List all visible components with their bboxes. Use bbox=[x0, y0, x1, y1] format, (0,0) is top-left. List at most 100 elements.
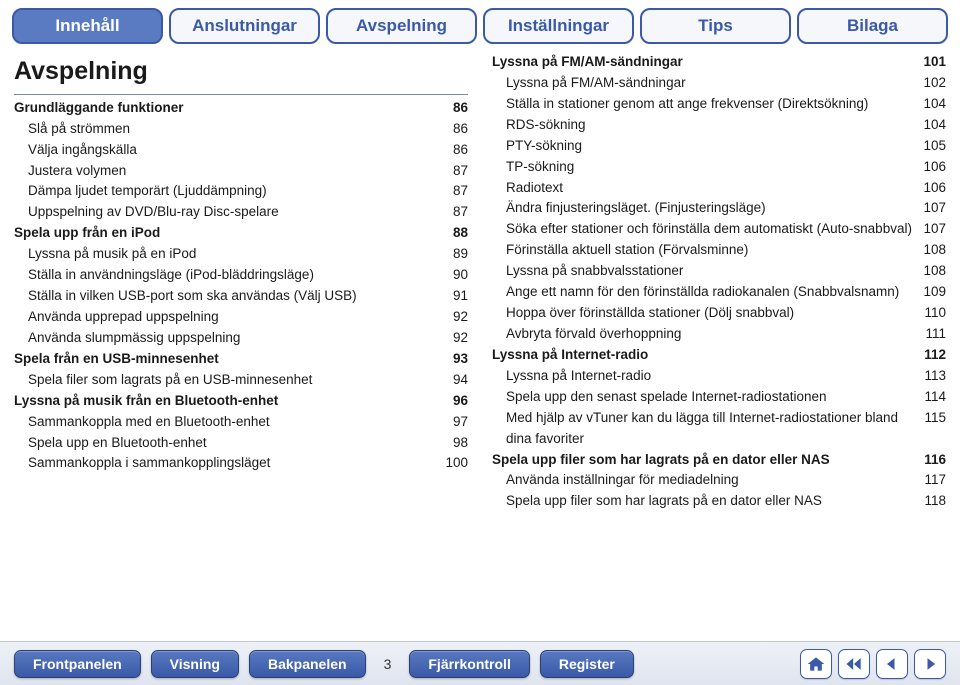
nav-icon-group bbox=[800, 649, 946, 679]
toc-page: 93 bbox=[438, 349, 468, 370]
content-area: Avspelning Grundläggande funktioner86Slå… bbox=[0, 48, 960, 512]
top-tab-1[interactable]: Anslutningar bbox=[169, 8, 320, 44]
toc-label: Spela upp filer som har lagrats på en da… bbox=[492, 491, 822, 512]
toc-row[interactable]: Söka efter stationer och förinställa dem… bbox=[492, 219, 946, 240]
toc-page: 104 bbox=[915, 115, 946, 136]
bottom-button-4[interactable]: Register bbox=[540, 650, 634, 678]
toc-row[interactable]: Ange ett namn för den förinställda radio… bbox=[492, 282, 946, 303]
toc-label: Justera volymen bbox=[14, 161, 126, 182]
toc-label: Använda slumpmässig uppspelning bbox=[14, 328, 240, 349]
divider bbox=[14, 94, 468, 95]
top-tab-0[interactable]: Innehåll bbox=[12, 8, 163, 44]
toc-page: 107 bbox=[915, 198, 946, 219]
toc-row[interactable]: Spela från en USB-minnesenhet 93 bbox=[14, 349, 468, 370]
toc-row[interactable]: Förinställa aktuell station (Förvalsminn… bbox=[492, 240, 946, 261]
toc-page: 88 bbox=[438, 223, 468, 244]
toc-label: Lyssna på FM/AM-sändningar bbox=[492, 52, 683, 73]
bottom-left-group: Frontpanelen Visning Bakpanelen bbox=[14, 650, 366, 678]
right-column: Lyssna på FM/AM-sändningar101Lyssna på F… bbox=[492, 52, 946, 512]
toc-label: TP-sökning bbox=[492, 157, 574, 178]
toc-label: Lyssna på Internet-radio bbox=[492, 345, 648, 366]
left-toc: Grundläggande funktioner86Slå på strömme… bbox=[14, 98, 468, 475]
toc-row[interactable]: Grundläggande funktioner86 bbox=[14, 98, 468, 119]
toc-row[interactable]: Radiotext106 bbox=[492, 178, 946, 199]
toc-page: 86 bbox=[438, 119, 468, 140]
toc-row[interactable]: Slå på strömmen86 bbox=[14, 119, 468, 140]
next-page-icon[interactable] bbox=[914, 649, 946, 679]
toc-label: Spela upp från en iPod bbox=[14, 223, 160, 244]
toc-label: Spela upp filer som har lagrats på en da… bbox=[492, 450, 830, 471]
toc-label: Spela filer som lagrats på en USB-minnes… bbox=[14, 370, 312, 391]
toc-row[interactable]: Ställa in stationer genom att ange frekv… bbox=[492, 94, 946, 115]
toc-row[interactable]: Uppspelning av DVD/Blu-ray Disc-spelare8… bbox=[14, 202, 468, 223]
toc-label: Lyssna på FM/AM-sändningar bbox=[492, 73, 686, 94]
home-icon[interactable] bbox=[800, 649, 832, 679]
toc-page: 100 bbox=[437, 453, 468, 474]
toc-row[interactable]: Ställa in vilken USB-port som ska använd… bbox=[14, 286, 468, 307]
toc-page: 105 bbox=[915, 136, 946, 157]
toc-row[interactable]: Spela upp en Bluetooth-enhet98 bbox=[14, 433, 468, 454]
bottom-button-3[interactable]: Fjärrkontroll bbox=[409, 650, 529, 678]
toc-row[interactable]: Spela upp den senast spelade Internet-ra… bbox=[492, 387, 946, 408]
toc-row[interactable]: Spela filer som lagrats på en USB-minnes… bbox=[14, 370, 468, 391]
toc-page: 102 bbox=[915, 73, 946, 94]
toc-row[interactable]: Lyssna på snabbvalsstationer108 bbox=[492, 261, 946, 282]
top-tab-4[interactable]: Tips bbox=[640, 8, 791, 44]
top-tab-2[interactable]: Avspelning bbox=[326, 8, 477, 44]
toc-row[interactable]: Lyssna på FM/AM-sändningar 102 bbox=[492, 73, 946, 94]
prev-page-icon[interactable] bbox=[876, 649, 908, 679]
toc-row[interactable]: Sammankoppla i sammankopplingsläget100 bbox=[14, 453, 468, 474]
toc-row[interactable]: Justera volymen 87 bbox=[14, 161, 468, 182]
toc-page: 92 bbox=[438, 307, 468, 328]
toc-label: Lyssna på musik på en iPod bbox=[14, 244, 196, 265]
top-tabs: InnehållAnslutningarAvspelningInställnin… bbox=[0, 0, 960, 48]
toc-row[interactable]: Använda slumpmässig uppspelning92 bbox=[14, 328, 468, 349]
toc-row[interactable]: Ändra finjusteringsläget. (Finjusterings… bbox=[492, 198, 946, 219]
toc-label: Ange ett namn för den förinställda radio… bbox=[492, 282, 899, 303]
toc-page: 106 bbox=[915, 157, 946, 178]
toc-page: 116 bbox=[916, 450, 946, 471]
toc-row[interactable]: Lyssna på musik från en Bluetooth-enhet 9… bbox=[14, 391, 468, 412]
toc-label: Lyssna på musik från en Bluetooth-enhet bbox=[14, 391, 278, 412]
toc-page: 87 bbox=[438, 161, 468, 182]
toc-page: 94 bbox=[438, 370, 468, 391]
toc-row[interactable]: Lyssna på Internet-radio113 bbox=[492, 366, 946, 387]
toc-row[interactable]: Lyssna på musik på en iPod 89 bbox=[14, 244, 468, 265]
toc-label: PTY-sökning bbox=[492, 136, 582, 157]
toc-row[interactable]: Välja ingångskälla86 bbox=[14, 140, 468, 161]
toc-page: 89 bbox=[438, 244, 468, 265]
toc-row[interactable]: TP-sökning 106 bbox=[492, 157, 946, 178]
toc-row[interactable]: PTY-sökning 105 bbox=[492, 136, 946, 157]
toc-page: 96 bbox=[438, 391, 468, 412]
top-tab-3[interactable]: Inställningar bbox=[483, 8, 634, 44]
top-tab-5[interactable]: Bilaga bbox=[797, 8, 948, 44]
bottom-button-1[interactable]: Visning bbox=[151, 650, 239, 678]
toc-label: Förinställa aktuell station (Förvalsminn… bbox=[492, 240, 748, 261]
toc-row[interactable]: Dämpa ljudet temporärt (Ljuddämpning)87 bbox=[14, 181, 468, 202]
bottom-button-2[interactable]: Bakpanelen bbox=[249, 650, 366, 678]
toc-row[interactable]: Ställa in användningsläge (iPod-bläddrin… bbox=[14, 265, 468, 286]
toc-row[interactable]: Lyssna på Internet-radio 112 bbox=[492, 345, 946, 366]
bottom-button-0[interactable]: Frontpanelen bbox=[14, 650, 141, 678]
toc-label: Lyssna på Internet-radio bbox=[492, 366, 651, 387]
toc-row[interactable]: Sammankoppla med en Bluetooth-enhet97 bbox=[14, 412, 468, 433]
toc-label: Använda upprepad uppspelning bbox=[14, 307, 219, 328]
toc-label: Spela från en USB-minnesenhet bbox=[14, 349, 219, 370]
toc-row[interactable]: Använda upprepad uppspelning 92 bbox=[14, 307, 468, 328]
back-double-icon[interactable] bbox=[838, 649, 870, 679]
toc-page: 109 bbox=[915, 282, 946, 303]
toc-label: Med hjälp av vTuner kan du lägga till In… bbox=[492, 408, 916, 450]
toc-row[interactable]: Hoppa över förinställda stationer (Dölj … bbox=[492, 303, 946, 324]
toc-row[interactable]: Spela upp filer som har lagrats på en da… bbox=[492, 491, 946, 512]
toc-row[interactable]: Spela upp filer som har lagrats på en da… bbox=[492, 450, 946, 471]
toc-page: 112 bbox=[916, 345, 946, 366]
toc-row[interactable]: RDS-sökning104 bbox=[492, 115, 946, 136]
toc-page: 97 bbox=[438, 412, 468, 433]
right-toc: Lyssna på FM/AM-sändningar101Lyssna på F… bbox=[492, 52, 946, 512]
toc-row[interactable]: Lyssna på FM/AM-sändningar101 bbox=[492, 52, 946, 73]
toc-page: 86 bbox=[438, 98, 468, 119]
toc-row[interactable]: Med hjälp av vTuner kan du lägga till In… bbox=[492, 408, 946, 450]
toc-row[interactable]: Använda inställningar för mediadelning11… bbox=[492, 470, 946, 491]
toc-row[interactable]: Avbryta förvald överhoppning111 bbox=[492, 324, 946, 345]
toc-row[interactable]: Spela upp från en iPod 88 bbox=[14, 223, 468, 244]
